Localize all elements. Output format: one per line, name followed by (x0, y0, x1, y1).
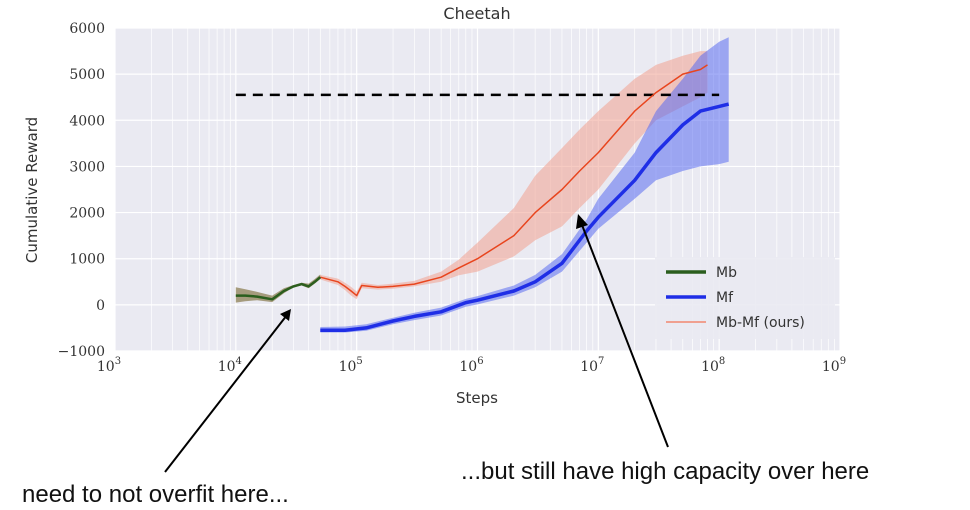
x-tick-label: 108 (701, 356, 725, 375)
line-mf (320, 102, 730, 332)
y-tick-label: −1000 (58, 344, 105, 360)
line-mb-mf-ours (320, 64, 708, 297)
x-tick-label: 109 (822, 356, 846, 375)
legend-label-mf: Mf (716, 290, 734, 306)
y-tick-label: 0 (96, 298, 105, 314)
x-tick-label: 106 (459, 356, 483, 375)
y-tick-label: 3000 (69, 159, 105, 175)
annotation-arrow-left (164, 309, 291, 473)
y-tick-label: 4000 (69, 113, 105, 129)
chart-title: Cheetah (443, 4, 510, 23)
legend: Mb Mf Mb-Mf (ours) (655, 257, 835, 339)
annotation-right-text: ...but still have high capacity over her… (461, 458, 870, 485)
annotation-left-text: need to not overfit here... (22, 481, 289, 508)
band-mb-mf-ours (320, 51, 708, 300)
legend-label-mb-mf-ours: Mb-Mf (ours) (716, 315, 805, 331)
series-lines (235, 64, 730, 332)
y-tick-label: 2000 (69, 206, 105, 222)
line-mb (235, 276, 322, 301)
x-tick-label: 104 (218, 356, 242, 375)
y-tick-label: 1000 (69, 252, 105, 268)
annotation-arrow-right (576, 214, 669, 448)
y-tick-label: 6000 (69, 21, 105, 37)
y-axis-title: Cumulative Reward (23, 117, 41, 263)
band-mf (320, 37, 729, 333)
tick-labels: 103 104 105 106 107 108 109−100001000200030004… (58, 21, 846, 375)
x-tick-label: 105 (339, 356, 363, 375)
x-tick-label: 107 (580, 356, 604, 375)
y-tick-label: 5000 (69, 67, 105, 83)
legend-label-mb: Mb (716, 265, 737, 281)
x-axis-title: Steps (456, 389, 498, 407)
